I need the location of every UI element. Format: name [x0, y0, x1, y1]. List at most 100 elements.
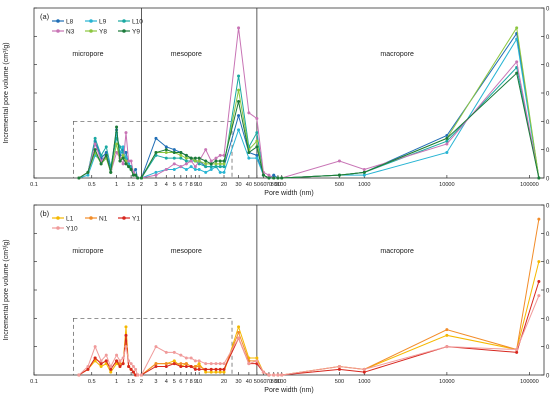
data-point	[127, 359, 131, 363]
series-line	[78, 26, 540, 179]
x-tick-label: 100	[277, 182, 286, 188]
legend-label: Y9	[132, 28, 140, 35]
data-point	[134, 373, 138, 377]
data-point	[362, 367, 366, 371]
series-N1	[77, 217, 541, 377]
x-tick-label: 0.5	[88, 379, 96, 385]
data-point	[261, 173, 265, 177]
data-point	[121, 153, 125, 157]
data-point	[129, 367, 133, 371]
data-point	[237, 128, 241, 132]
data-point	[99, 365, 103, 368]
data-point	[218, 170, 222, 174]
panel-label: (a)	[40, 12, 50, 21]
data-point	[218, 162, 222, 166]
data-point	[184, 356, 188, 360]
data-point	[197, 362, 201, 366]
data-point	[445, 139, 449, 143]
data-point	[131, 173, 135, 177]
data-point	[115, 359, 119, 363]
data-point	[154, 362, 158, 366]
x-tick-label: 80	[271, 182, 277, 188]
series-Y1	[77, 280, 541, 377]
legend-item-Y9: Y9	[118, 28, 140, 35]
data-point	[214, 165, 218, 169]
panel-b: 0 0.001 0.002 0.003 0.004 0.005 0.006 0.1 0.5 1 1.…	[3, 204, 550, 395]
data-point	[184, 362, 188, 366]
data-point	[121, 362, 125, 366]
x-tick-label: 3	[154, 182, 157, 188]
legend-swatch-marker	[89, 29, 93, 33]
x-tick-label: 3	[154, 379, 157, 385]
data-point	[124, 131, 128, 135]
legend-item-L1: L1	[52, 215, 74, 222]
x-tick-label: 0.1	[30, 182, 38, 188]
legend-item-Y8: Y8	[85, 28, 107, 35]
x-tick-label: 4	[165, 182, 168, 188]
data-point	[172, 162, 176, 166]
data-point	[276, 373, 280, 377]
y-tick-label: 0.004	[546, 63, 550, 69]
x-tick-label: 50	[254, 182, 260, 188]
x-tick-label: 500	[335, 182, 344, 188]
legend-item-Y1: Y1	[118, 215, 140, 222]
legend-swatch-marker	[56, 216, 60, 220]
x-tick-label: 90	[275, 379, 281, 385]
x-tick-label: 5	[173, 379, 176, 385]
data-point	[214, 362, 218, 366]
x-tick-label: 100000	[520, 182, 539, 188]
x-tick-label: 90	[275, 182, 281, 188]
x-tick-label: 70	[266, 182, 272, 188]
data-point	[204, 165, 208, 169]
data-point	[93, 136, 97, 140]
data-point	[139, 373, 143, 377]
data-point	[204, 162, 208, 166]
region-label-2: macropore	[380, 51, 414, 58]
data-point	[247, 156, 251, 160]
legend-swatch-marker	[122, 29, 126, 33]
data-point	[164, 151, 168, 154]
data-point	[537, 280, 541, 283]
legend-label: L9	[99, 18, 107, 25]
data-point	[134, 367, 138, 371]
data-point	[222, 170, 226, 174]
data-point	[184, 159, 188, 163]
x-tick-label: 10	[196, 182, 202, 188]
x-tick-label: 8	[190, 182, 193, 188]
data-point	[154, 173, 158, 177]
series-line	[78, 72, 540, 179]
data-point	[134, 173, 138, 177]
data-point	[184, 153, 188, 157]
x-tick-label: 70	[266, 379, 272, 385]
data-point	[515, 37, 519, 41]
x-tick-label: 2	[140, 379, 143, 385]
data-point	[93, 356, 97, 360]
x-tick-label: 1000	[358, 182, 370, 188]
data-point	[197, 162, 201, 166]
legend-label: L10	[132, 18, 143, 25]
x-tick-label: 10	[196, 379, 202, 385]
data-point	[197, 168, 201, 171]
legend-item-N3: N3	[52, 28, 75, 35]
data-point	[77, 373, 81, 377]
legend-swatch-marker	[89, 19, 93, 23]
data-point	[255, 153, 259, 157]
data-point	[362, 168, 366, 171]
data-point	[222, 367, 226, 371]
data-point	[127, 365, 131, 368]
x-tick-label: 1000	[358, 379, 370, 385]
data-point	[247, 362, 251, 366]
data-point	[172, 362, 176, 366]
data-point	[93, 148, 97, 152]
x-tick-label: 7	[185, 182, 188, 188]
data-point	[515, 348, 519, 351]
data-point	[237, 336, 241, 340]
data-point	[121, 162, 125, 166]
data-point	[127, 165, 131, 169]
data-point	[164, 145, 168, 149]
data-point	[237, 26, 241, 30]
data-point	[189, 165, 193, 169]
x-tick-label: 1.5	[127, 379, 135, 385]
data-point	[237, 88, 241, 92]
